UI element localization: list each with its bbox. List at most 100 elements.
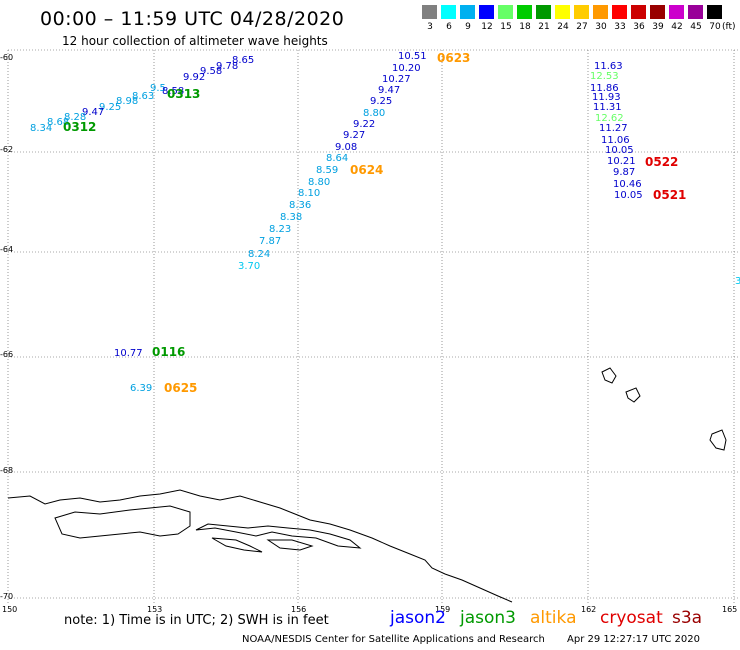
scale-swatch [707, 5, 722, 19]
pass-time-tag: 0623 [437, 51, 471, 65]
scale-label: 9 [465, 22, 471, 32]
wave-height-value: 9.87 [613, 167, 636, 178]
wave-height-value: 9.47 [82, 107, 105, 118]
scale-swatch [479, 5, 494, 19]
scale-label: 42 [671, 22, 683, 32]
wave-height-value: 9.25 [370, 96, 393, 107]
scale-label: 36 [633, 22, 645, 32]
lat-label: -66 [0, 350, 14, 359]
lon-label: 159 [435, 605, 451, 614]
pass-time-tag: 0624 [350, 163, 384, 177]
scale-swatch [460, 5, 475, 19]
pass-time-tag: 0521 [653, 188, 687, 202]
map-subtitle: 12 hour collection of altimeter wave hei… [62, 34, 328, 48]
pass-time-tag: 0313 [167, 87, 201, 101]
wave-height-value: 11.86 [590, 83, 619, 94]
lon-label: 150 [2, 605, 18, 614]
scale-swatch [612, 5, 627, 19]
wave-height-value: 10.77 [114, 348, 143, 359]
satellite-legend-item: jason2 [390, 608, 446, 628]
wave-height-value: 8.24 [248, 249, 271, 260]
scale-swatch [688, 5, 703, 19]
wave-height-value: 8.80 [363, 108, 386, 119]
scale-label: 12 [481, 22, 493, 32]
wave-height-value: 9.58 [200, 66, 223, 77]
satellite-legend-item: altika [530, 608, 577, 628]
wave-height-value: 10.51 [398, 51, 427, 62]
wave-height-value: 9.08 [335, 142, 358, 153]
lat-label: -64 [0, 245, 14, 254]
wave-height-value: 12.53 [590, 71, 619, 82]
scale-label: 6 [446, 22, 452, 32]
scale-swatch [441, 5, 456, 19]
lat-label: -68 [0, 466, 14, 475]
wave-height-value: 10.05 [605, 145, 634, 156]
lon-label: 156 [291, 605, 307, 614]
wave-height-value: 10.05 [614, 190, 643, 201]
wave-height-value: 8.68 [47, 117, 70, 128]
scale-swatch [422, 5, 437, 19]
satellite-legend-item: cryosat [600, 608, 663, 628]
scale-swatch [517, 5, 532, 19]
footer-credit: NOAA/NESDIS Center for Satellite Applica… [242, 634, 545, 645]
wave-height-value: 8.59 [316, 165, 339, 176]
lon-label: 162 [581, 605, 597, 614]
wave-height-value: 8.38 [280, 212, 303, 223]
wave-height-value: 6.39 [130, 383, 153, 394]
scale-label: 33 [614, 22, 626, 32]
wave-height-value: 9.78 [216, 61, 239, 72]
wave-height-value: 11.63 [594, 61, 623, 72]
wave-height-value: 3 [735, 276, 740, 287]
scale-label: 70 [709, 22, 721, 32]
lat-label: -62 [0, 145, 14, 154]
scale-swatch [555, 5, 570, 19]
scale-label: 39 [652, 22, 664, 32]
wave-height-value: 8.28 [64, 112, 87, 123]
coastline [7, 367, 727, 603]
wave-height-value: 8.80 [308, 177, 331, 188]
wave-height-value: 8.63 [132, 91, 155, 102]
wave-height-value: 11.06 [601, 135, 630, 146]
lat-label: -60 [0, 53, 14, 62]
wave-height-value: 8.64 [326, 153, 349, 164]
lon-label: 153 [147, 605, 163, 614]
satellite-legend-item: s3a [672, 608, 703, 628]
wave-height-value: 10.20 [392, 63, 421, 74]
scale-swatch [631, 5, 646, 19]
scale-label: 27 [576, 22, 588, 32]
wave-height-value: 8.34 [30, 123, 53, 134]
scale-swatch [650, 5, 665, 19]
wave-height-value: 11.27 [599, 123, 628, 134]
scale-swatch [536, 5, 551, 19]
scale-swatch [593, 5, 608, 19]
wave-height-value: 9.92 [183, 72, 206, 83]
wave-height-value: 9.5 [150, 83, 166, 94]
wave-height-value: 10.27 [382, 74, 411, 85]
wave-height-value: 9.25 [99, 102, 122, 113]
wave-height-value: 3.70 [238, 261, 261, 272]
wave-height-value: 11.93 [592, 92, 621, 103]
gridlines [7, 49, 740, 605]
wave-height-value: 10.46 [613, 179, 642, 190]
wave-height-value: 12.62 [595, 113, 624, 124]
scale-label: 3 [427, 22, 433, 32]
scale-label: 18 [519, 22, 531, 32]
scale-swatch [669, 5, 684, 19]
wave-height-value: 8.98 [116, 96, 139, 107]
scale-swatch [574, 5, 589, 19]
wave-height-value: 8.58 [162, 86, 185, 97]
scale-label: 15 [500, 22, 512, 32]
wave-height-value: 11.31 [593, 102, 622, 113]
wave-height-value: 9.22 [353, 119, 376, 130]
pass-time-tag: 0625 [164, 381, 198, 395]
scale-label: 21 [538, 22, 550, 32]
lat-label: -70 [0, 592, 14, 601]
pass-time-tag: 0312 [63, 120, 97, 134]
wave-height-value: 7.87 [259, 236, 282, 247]
pass-time-tag: 0522 [645, 155, 679, 169]
scale-label: 45 [690, 22, 702, 32]
wave-height-value: 8.65 [232, 55, 255, 66]
scale-unit: (ft) [722, 22, 736, 32]
wave-height-value: 8.23 [269, 224, 292, 235]
